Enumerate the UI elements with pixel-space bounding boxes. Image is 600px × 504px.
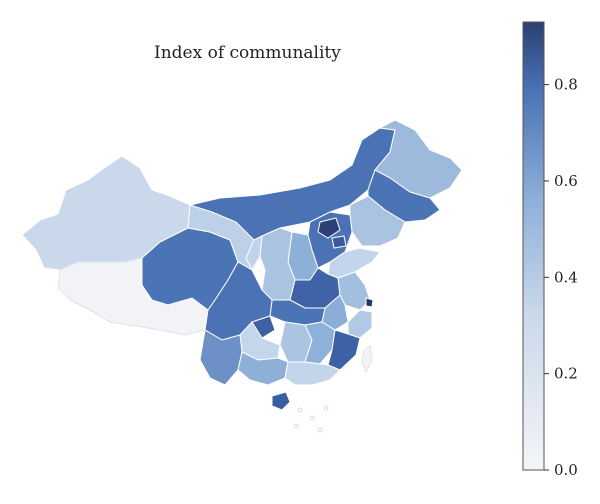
region-hainan: [271, 391, 291, 411]
region-jilin: [367, 169, 441, 223]
region-beijing: [317, 217, 341, 239]
region-tianjin: [331, 235, 347, 249]
colorbar-gradient: [522, 21, 545, 471]
colorbar-ticks: 0.0 0.2 0.4 0.6 0.8: [544, 76, 578, 479]
region-liaoning: [349, 195, 406, 247]
region-ningxia: [245, 235, 263, 272]
colorbar-tick-label: 0.8: [554, 76, 578, 94]
region-jiangxi: [304, 321, 336, 365]
colorbar-tick-label: 0.4: [554, 268, 578, 286]
colorbar-tick-label: 0.2: [554, 365, 578, 383]
south-sea-islands: [293, 405, 329, 433]
colorbar-tick-label: 0.6: [554, 172, 578, 190]
map-title: Index of communality: [154, 43, 341, 63]
region-fujian: [327, 329, 361, 371]
region-guangdong: [284, 361, 341, 386]
colorbar-tick-label: 0.0: [554, 461, 578, 479]
region-taiwan: [361, 345, 373, 374]
region-shanghai: [365, 297, 374, 308]
